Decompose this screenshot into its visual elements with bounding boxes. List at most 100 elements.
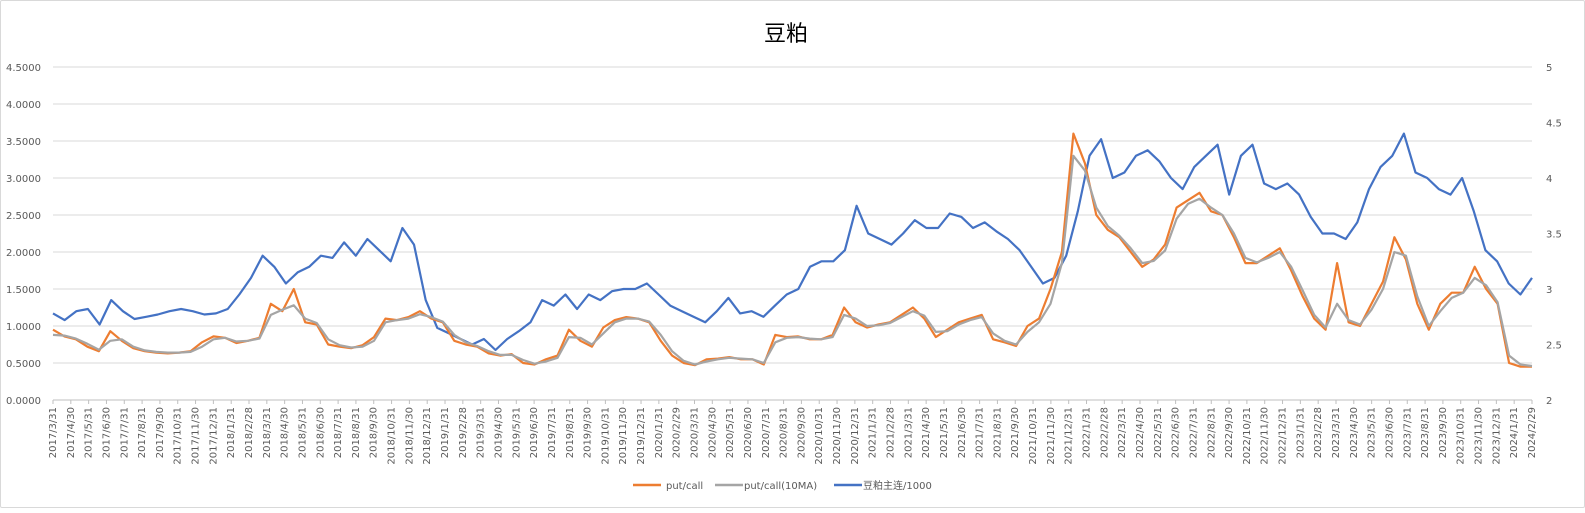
x-tick-label: 2018/3/31 (262, 407, 273, 458)
left-tick-label: 3.5000 (6, 137, 41, 148)
x-tick-label: 2019/6/30 (529, 407, 540, 458)
x-tick-label: 2017/10/31 (173, 407, 184, 465)
x-tick-label: 2017/9/30 (155, 407, 166, 458)
x-tick-label: 2019/3/31 (476, 407, 487, 458)
x-tick-label: 2019/7/31 (547, 407, 558, 458)
x-tick-label: 2019/12/31 (636, 407, 647, 465)
x-tick-label: 2017/7/31 (119, 407, 130, 458)
x-tick-label: 2022/11/30 (1260, 407, 1271, 465)
chart-title: 豆粕 (764, 22, 808, 47)
left-tick-label: 2.0000 (6, 248, 41, 259)
x-tick-label: 2023/12/31 (1491, 407, 1502, 465)
x-tick-label: 2021/9/30 (1010, 407, 1021, 458)
x-tick-label: 2020/11/30 (832, 407, 843, 465)
left-tick-label: 0.0000 (6, 396, 41, 407)
x-tick-label: 2021/10/31 (1028, 407, 1039, 465)
x-tick-label: 2021/3/31 (903, 407, 914, 458)
x-tick-label: 2021/1/31 (868, 407, 879, 458)
x-tick-label: 2020/7/31 (761, 407, 772, 458)
right-tick-label: 2.5 (1546, 341, 1562, 352)
series-layer (52, 132, 1533, 368)
x-tick-label: 2017/12/31 (208, 407, 219, 465)
x-tick-label: 2023/3/31 (1331, 407, 1342, 458)
x-tick-label: 2021/4/30 (921, 407, 932, 458)
x-tick-label: 2019/5/31 (511, 407, 522, 458)
x-tick-label: 2023/10/31 (1456, 407, 1467, 465)
x-tick-label: 2017/3/31 (48, 407, 59, 458)
x-tick-label: 2021/7/31 (975, 407, 986, 458)
x-tick-label: 2024/1/31 (1509, 407, 1520, 458)
x-tick-label: 2020/2/29 (672, 407, 683, 458)
x-tick-label: 2017/8/31 (137, 407, 148, 458)
legend-label: put/call (666, 481, 703, 492)
x-tick-label: 2019/11/30 (618, 407, 629, 465)
x-tick-label: 2024/2/29 (1527, 407, 1538, 458)
x-tick-label: 2020/5/31 (725, 407, 736, 458)
x-tick-label: 2021/11/30 (1046, 407, 1057, 465)
x-tick-label: 2019/4/30 (493, 407, 504, 458)
x-tick-label: 2018/1/31 (226, 407, 237, 458)
right-tick-label: 2 (1546, 396, 1552, 407)
left-axis-ticks: 0.0000 0.5000 1.0000 1.5000 2.0000 2.5000 3.00… (6, 63, 41, 407)
x-tick-label: 2022/9/30 (1224, 407, 1235, 458)
x-tick-label: 2022/1/31 (1082, 407, 1093, 458)
right-axis-ticks: 2 2.5 3 3.5 4 4.5 5 (1546, 63, 1562, 407)
left-tick-label: 3.0000 (6, 174, 41, 185)
x-tick-label: 2022/6/30 (1171, 407, 1182, 458)
x-tick-label: 2020/10/31 (814, 407, 825, 465)
legend-label: put/call(10MA) (744, 481, 817, 492)
x-tick-label: 2022/12/31 (1278, 407, 1289, 465)
x-tick-label: 2023/7/31 (1402, 407, 1413, 458)
left-tick-label: 4.5000 (6, 63, 41, 74)
left-tick-label: 4.0000 (6, 100, 41, 111)
x-tick-label: 2020/3/31 (689, 407, 700, 458)
x-tick-label: 2019/10/31 (600, 407, 611, 465)
x-tick-label: 2023/6/30 (1384, 407, 1395, 458)
left-tick-label: 1.5000 (6, 285, 41, 296)
x-axis: 2017/3/31 2017/4/30 2017/5/31 2017/6/30 2017… (48, 399, 1538, 465)
x-tick-label: 2018/2/28 (244, 407, 255, 458)
x-tick-label: 2018/6/30 (315, 407, 326, 458)
x-tick-label: 2020/4/30 (707, 407, 718, 458)
x-tick-label: 2023/5/31 (1367, 407, 1378, 458)
x-tick-label: 2019/1/31 (440, 407, 451, 458)
left-tick-label: 1.0000 (6, 322, 41, 333)
x-tick-label: 2021/12/31 (1064, 407, 1075, 465)
gridlines (53, 66, 1532, 401)
right-tick-label: 4.5 (1546, 119, 1562, 130)
x-tick-label: 2017/4/30 (66, 407, 77, 458)
series-line-1 (52, 154, 1533, 368)
x-tick-label: 2022/10/31 (1242, 407, 1253, 465)
series-line-2 (52, 132, 1533, 352)
x-tick-label: 2022/2/28 (1099, 407, 1110, 458)
right-tick-label: 5 (1546, 63, 1552, 74)
x-tick-label: 2019/2/28 (458, 407, 469, 458)
x-tick-label: 2018/7/31 (333, 407, 344, 458)
x-tick-label: 2018/12/31 (422, 407, 433, 465)
x-tick-label: 2023/1/31 (1295, 407, 1306, 458)
x-tick-label: 2022/5/31 (1153, 407, 1164, 458)
x-tick-label: 2017/5/31 (84, 407, 95, 458)
right-tick-label: 4 (1546, 174, 1552, 185)
x-tick-label: 2018/8/31 (351, 407, 362, 458)
x-tick-label: 2020/1/31 (654, 407, 665, 458)
x-tick-label: 2021/8/31 (992, 407, 1003, 458)
x-tick-label: 2017/6/30 (101, 407, 112, 458)
x-tick-label: 2017/11/30 (191, 407, 202, 465)
x-tick-label: 2023/8/31 (1420, 407, 1431, 458)
x-tick-label: 2022/7/31 (1188, 407, 1199, 458)
left-tick-label: 0.5000 (6, 359, 41, 370)
right-tick-label: 3 (1546, 285, 1552, 296)
x-tick-label: 2020/8/31 (779, 407, 790, 458)
x-tick-label: 2018/11/30 (404, 407, 415, 465)
x-tick-label: 2023/2/28 (1313, 407, 1324, 458)
x-tick-label: 2021/6/30 (957, 407, 968, 458)
x-tick-label: 2023/4/30 (1349, 407, 1360, 458)
left-tick-label: 2.5000 (6, 211, 41, 222)
series-line-0 (52, 132, 1532, 368)
x-tick-label: 2022/4/30 (1135, 407, 1146, 458)
x-tick-label: 2018/10/31 (387, 407, 398, 465)
x-tick-label: 2021/2/28 (886, 407, 897, 458)
